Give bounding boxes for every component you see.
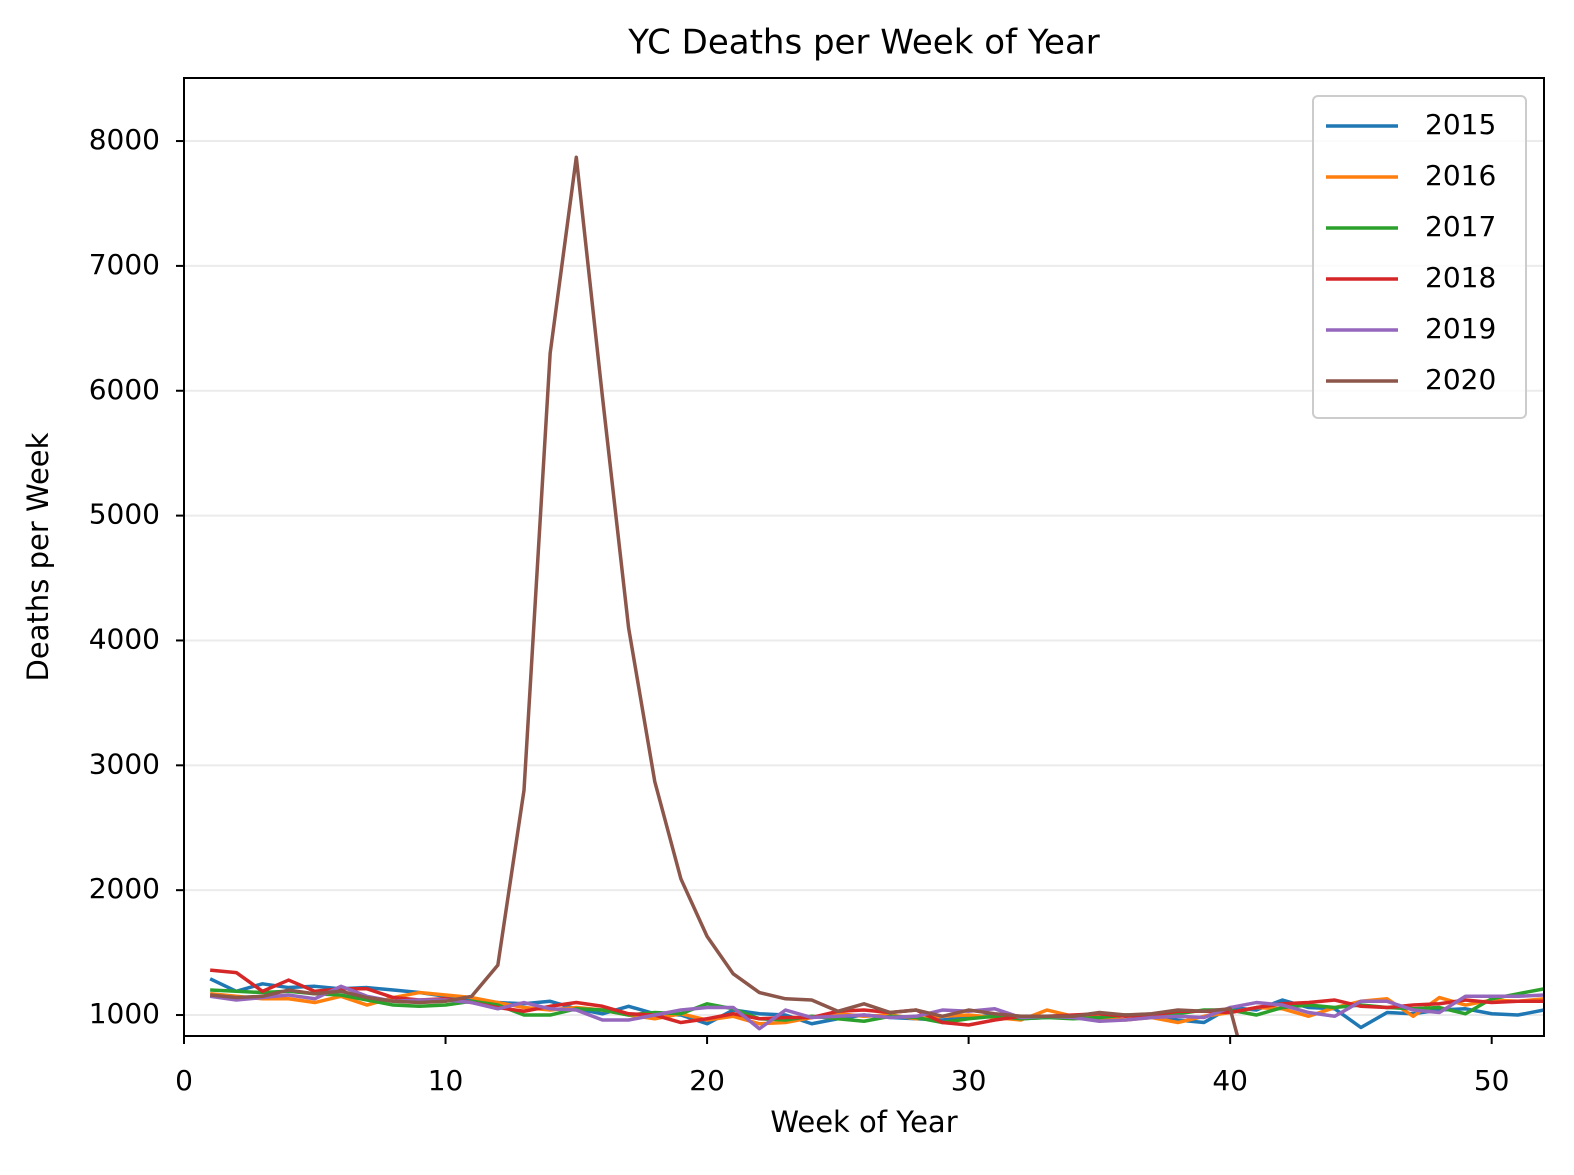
x-tick-label: 30: [951, 1064, 987, 1097]
y-tick-label: 3000: [89, 747, 160, 780]
x-tick-label: 40: [1212, 1064, 1248, 1097]
x-tick-label: 20: [689, 1064, 725, 1097]
x-axis-label: Week of Year: [770, 1105, 957, 1139]
series-line: [210, 987, 1544, 1025]
legend-label: 2019: [1425, 312, 1496, 345]
legend-label: 2018: [1425, 261, 1496, 294]
y-tick-label: 2000: [89, 872, 160, 905]
y-tick-label: 5000: [89, 498, 160, 531]
x-tick-label: 50: [1474, 1064, 1510, 1097]
y-tick-label: 7000: [89, 248, 160, 281]
y-tick-label: 1000: [89, 997, 160, 1030]
series-line: [209, 984, 1544, 1031]
y-tick-label: 4000: [89, 622, 160, 655]
y-axis-label: Deaths per Week: [21, 432, 55, 681]
plot-frame: [183, 77, 1545, 1037]
legend-label: 2016: [1425, 159, 1496, 192]
series-line: [209, 155, 1240, 1036]
x-tick-label: 0: [175, 1064, 193, 1097]
chart-title: YC Deaths per Week of Year: [627, 23, 1100, 63]
y-tick-label: 8000: [89, 123, 160, 156]
y-tick-label: 6000: [89, 373, 160, 406]
legend-label: 2017: [1425, 210, 1496, 243]
plot-lines: [209, 155, 1544, 1036]
legend-label: 2015: [1425, 108, 1496, 141]
x-tick-label: 10: [428, 1064, 464, 1097]
legend-label: 2020: [1425, 363, 1496, 396]
